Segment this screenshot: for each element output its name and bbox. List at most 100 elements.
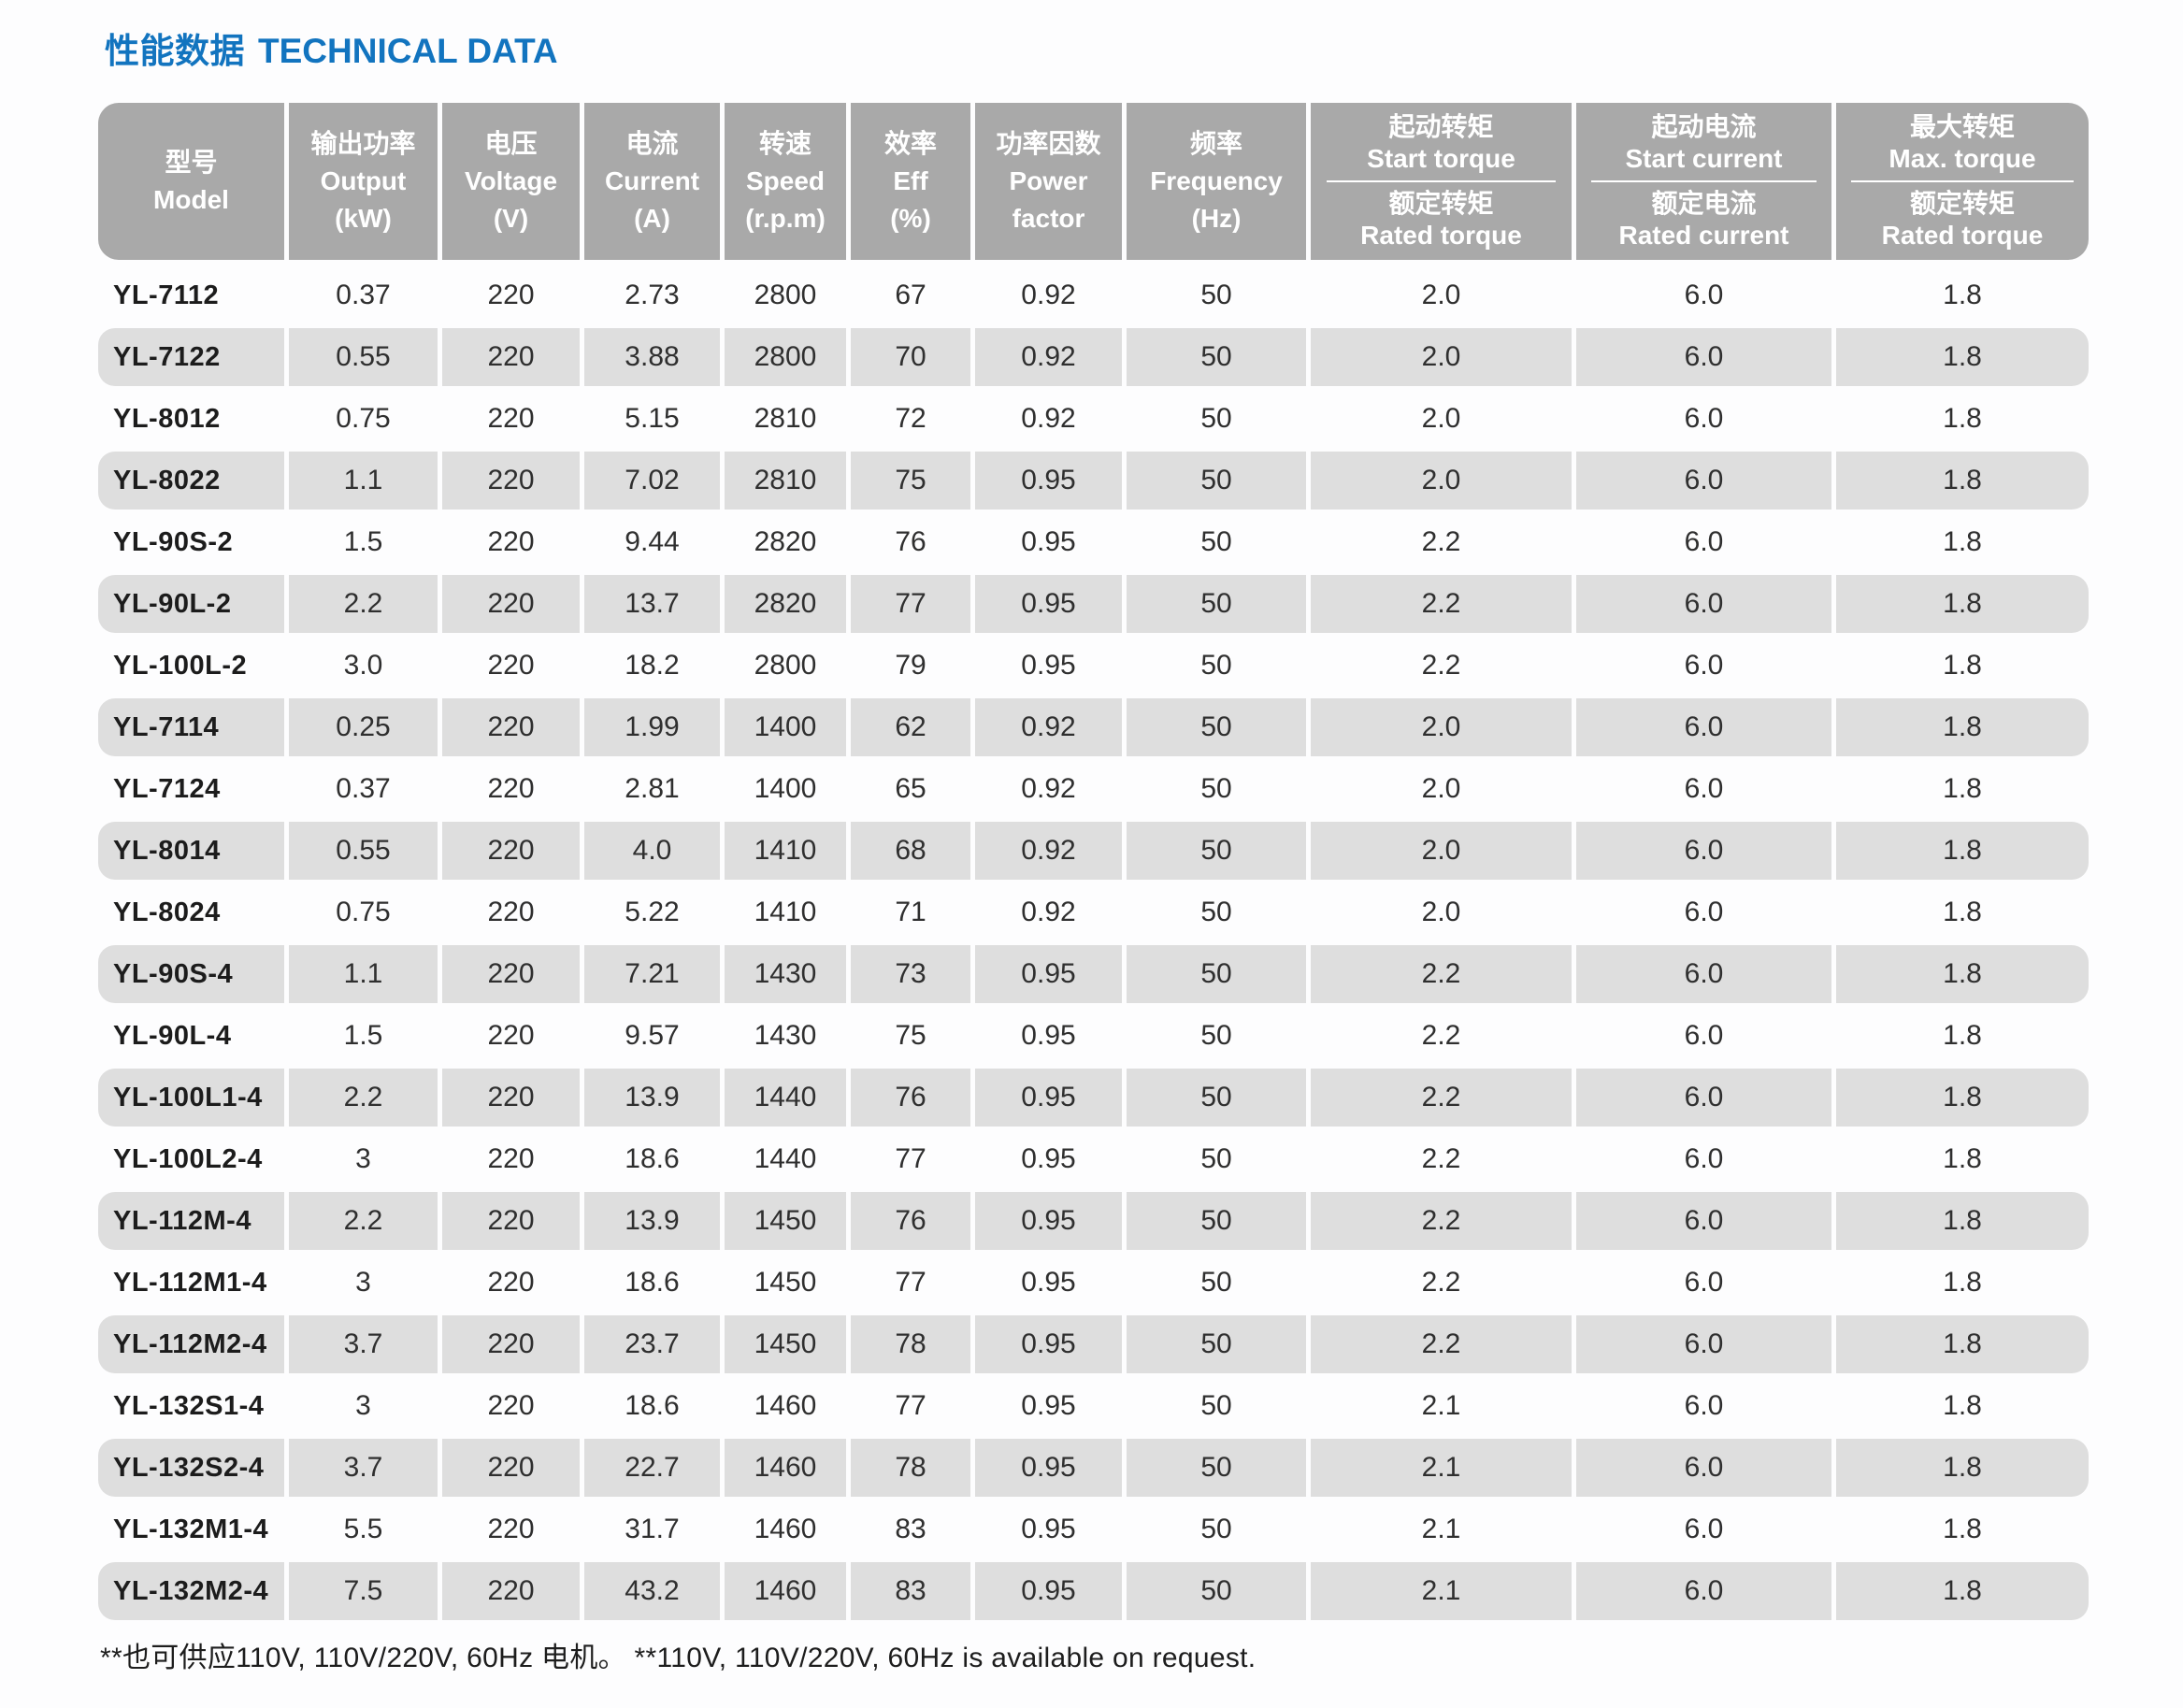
cell-power_factor: 0.95 xyxy=(1021,1514,1076,1544)
cell-start_torque: 2.2 xyxy=(1421,1267,1461,1298)
cell-output: 0.55 xyxy=(289,822,438,880)
cell-voltage: 220 xyxy=(487,1267,535,1298)
cell-output: 1.1 xyxy=(289,945,438,1003)
cell-max_torque: 1.8 xyxy=(1943,773,1982,804)
cell-model: YL-112M-4 xyxy=(98,1192,284,1250)
cell-start_current: 6.0 xyxy=(1684,897,1724,927)
column-header-en: Speed xyxy=(745,166,826,195)
cell-start_current: 6.0 xyxy=(1576,452,1831,510)
cell-frequency: 50 xyxy=(1127,1192,1306,1250)
cell-start_current: 6.0 xyxy=(1684,1267,1724,1298)
cell-output: 5.5 xyxy=(343,1514,383,1544)
column-header: 功率因数 Power factor xyxy=(975,103,1122,260)
cell-voltage: 220 xyxy=(442,575,580,633)
cell-start_torque: 2.1 xyxy=(1311,1562,1572,1620)
cell-frequency: 50 xyxy=(1200,1143,1232,1174)
cell-start_torque: 2.0 xyxy=(1311,698,1572,756)
cell-power_factor: 0.95 xyxy=(975,1315,1122,1373)
cell-start_torque: 2.1 xyxy=(1421,1390,1461,1421)
cell-model: YL-8012 xyxy=(113,403,221,434)
cell-current: 3.88 xyxy=(584,328,720,386)
cell-max_torque: 1.8 xyxy=(1836,1192,2089,1250)
column-header-fraction: 起动电流 Start current 额定电流 Rated current xyxy=(1576,103,1831,260)
column-header-fraction: 起动转矩 Start torque 额定转矩 Rated torque xyxy=(1311,103,1572,260)
cell-start_torque: 2.0 xyxy=(1311,328,1572,386)
column-header: 转速 Speed (r.p.m) xyxy=(725,103,846,260)
column-header-top: 最大转矩 Max. torque xyxy=(1836,111,2089,175)
cell-eff: 77 xyxy=(895,1143,926,1174)
cell-voltage: 220 xyxy=(487,650,535,681)
cell-start_current: 6.0 xyxy=(1576,1315,1831,1373)
cell-power_factor: 0.92 xyxy=(975,822,1122,880)
cell-speed: 1400 xyxy=(754,773,817,804)
cell-eff: 67 xyxy=(895,280,926,310)
cell-max_torque: 1.8 xyxy=(1836,575,2089,633)
cell-eff: 77 xyxy=(851,575,970,633)
column-header-bottom-en: Rated current xyxy=(1618,221,1789,250)
cell-max_torque: 1.8 xyxy=(1836,1315,2089,1373)
cell-max_torque: 1.8 xyxy=(1836,698,2089,756)
table-row: YL-132M1-4 5.5 220 31.7 1460 83 0.95 50 2.1 6.0 1.… xyxy=(98,1500,2089,1558)
table-row: YL-90S-2 1.5 220 9.44 2820 76 0.95 50 2.2 6.0 1.8 xyxy=(98,513,2089,571)
cell-voltage: 220 xyxy=(487,897,535,927)
cell-output: 2.2 xyxy=(289,1069,438,1127)
cell-current: 23.7 xyxy=(584,1315,720,1373)
column-header-en: Power factor xyxy=(1009,166,1088,233)
cell-max_torque: 1.8 xyxy=(1943,526,1982,557)
column-header-top-en: Max. torque xyxy=(1889,144,2036,173)
column-header-cn: 功率因数 xyxy=(996,129,1101,158)
cell-power_factor: 0.92 xyxy=(1021,773,1076,804)
table-row: YL-7122 0.55 220 3.88 2800 70 0.92 50 2.0 6.0 1.8 xyxy=(98,328,2089,386)
cell-current: 18.6 xyxy=(625,1390,680,1421)
column-header-top-en: Start torque xyxy=(1367,144,1515,173)
cell-frequency: 50 xyxy=(1127,698,1306,756)
cell-start_current: 6.0 xyxy=(1576,1069,1831,1127)
cell-start_current: 6.0 xyxy=(1684,280,1724,310)
cell-eff: 75 xyxy=(895,1020,926,1051)
cell-start_current: 6.0 xyxy=(1684,650,1724,681)
cell-start_torque: 2.2 xyxy=(1311,575,1572,633)
cell-eff: 78 xyxy=(851,1315,970,1373)
cell-frequency: 50 xyxy=(1127,575,1306,633)
column-header: 输出功率 Output (kW) xyxy=(289,103,438,260)
cell-start_torque: 2.0 xyxy=(1311,822,1572,880)
column-header-unit: (%) xyxy=(890,204,931,233)
cell-eff: 83 xyxy=(851,1562,970,1620)
fraction-divider-line xyxy=(1851,180,2074,182)
table-row: YL-8014 0.55 220 4.0 1410 68 0.92 50 2.0 6.0 1.8 xyxy=(98,822,2089,880)
cell-max_torque: 1.8 xyxy=(1836,452,2089,510)
table-row: YL-112M2-4 3.7 220 23.7 1450 78 0.95 50 2.2 6.0 1.… xyxy=(98,1315,2089,1373)
column-header-en: Output xyxy=(320,166,407,195)
cell-speed: 1460 xyxy=(754,1390,817,1421)
cell-frequency: 50 xyxy=(1200,526,1232,557)
technical-data-table: 型号 Model 输出功率 Output (kW) 电压 Voltage (V)… xyxy=(98,103,2089,1624)
cell-start_current: 6.0 xyxy=(1576,1192,1831,1250)
cell-frequency: 50 xyxy=(1127,452,1306,510)
column-header: 电压 Voltage (V) xyxy=(442,103,580,260)
column-header-unit: (r.p.m) xyxy=(745,204,826,233)
cell-start_current: 6.0 xyxy=(1576,822,1831,880)
cell-start_current: 6.0 xyxy=(1684,1020,1724,1051)
column-header-bottom: 额定转矩 Rated torque xyxy=(1311,188,1572,251)
cell-voltage: 220 xyxy=(442,328,580,386)
table-row: YL-90L-4 1.5 220 9.57 1430 75 0.95 50 2.2 6.0 1.8 xyxy=(98,1007,2089,1065)
column-header-en: Voltage xyxy=(464,166,558,195)
cell-current: 18.6 xyxy=(625,1267,680,1298)
column-header-bottom: 额定转矩 Rated torque xyxy=(1836,188,2089,251)
cell-start_torque: 2.1 xyxy=(1311,1439,1572,1497)
cell-eff: 71 xyxy=(895,897,926,927)
column-header-unit: (Hz) xyxy=(1191,204,1242,233)
cell-power_factor: 0.95 xyxy=(975,1192,1122,1250)
cell-speed: 2810 xyxy=(725,452,846,510)
cell-voltage: 220 xyxy=(487,773,535,804)
table-row: YL-100L-2 3.0 220 18.2 2800 79 0.95 50 2.2 6.0 1.8 xyxy=(98,637,2089,695)
cell-start_torque: 2.2 xyxy=(1311,1069,1572,1127)
cell-eff: 65 xyxy=(895,773,926,804)
cell-speed: 1410 xyxy=(754,897,817,927)
cell-max_torque: 1.8 xyxy=(1836,945,2089,1003)
cell-voltage: 220 xyxy=(442,1315,580,1373)
column-header-top: 起动转矩 Start torque xyxy=(1311,111,1572,175)
column-header: 电流 Current (A) xyxy=(584,103,720,260)
cell-speed: 1450 xyxy=(725,1315,846,1373)
cell-model: YL-100L2-4 xyxy=(113,1143,263,1174)
